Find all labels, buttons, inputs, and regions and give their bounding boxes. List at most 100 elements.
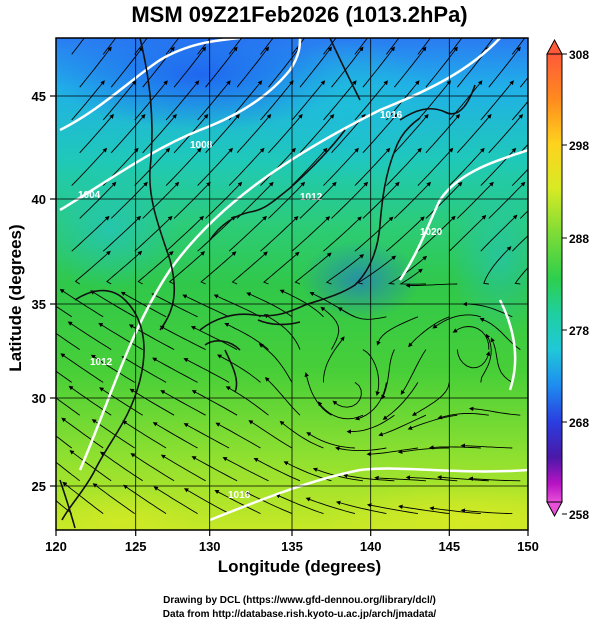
streamline [411, 382, 450, 416]
streamline [519, 76, 528, 88]
streamline [56, 435, 72, 449]
contour-label: 1012 [300, 192, 323, 203]
streamline [173, 181, 211, 219]
streamline [236, 46, 270, 88]
streamline [92, 483, 135, 514]
streamline [56, 397, 80, 416]
streamline [456, 113, 492, 154]
streamline [56, 500, 72, 514]
streamline [417, 215, 456, 252]
wind-streamlines [56, 38, 528, 515]
streamline [197, 147, 234, 186]
streamline [335, 446, 387, 452]
streamline [61, 417, 104, 449]
colorbar-tick-label: 308 [569, 48, 589, 62]
streamline [165, 38, 180, 55]
streamline [56, 461, 80, 482]
streamline [304, 372, 332, 416]
streamline [56, 332, 80, 350]
streamline [69, 450, 112, 482]
streamline [165, 80, 200, 121]
streamline [468, 476, 521, 482]
streamline [299, 46, 332, 88]
streamline [130, 453, 175, 482]
streamline [62, 481, 104, 514]
streamline [268, 181, 306, 219]
streamline [228, 38, 243, 55]
streamline [183, 488, 230, 514]
streamline [168, 251, 206, 285]
streamline [183, 358, 230, 383]
streamline [122, 420, 167, 449]
streamline [191, 456, 238, 482]
streamline [205, 46, 238, 88]
streamline [511, 168, 528, 186]
streamline [152, 357, 198, 383]
streamline [79, 46, 112, 88]
x-tick-label: 150 [517, 539, 539, 554]
streamline [305, 497, 356, 515]
streamline [448, 147, 485, 186]
temperature-field: 1004 1008 1012 1016 1020 1016 1012 [56, 38, 528, 530]
y-tick-label: 25 [32, 479, 46, 494]
coastlines [59, 38, 476, 529]
streamline [215, 422, 261, 449]
streamline [106, 250, 143, 285]
colorbar-tick-label: 258 [569, 508, 589, 522]
streamline [425, 46, 458, 88]
streamline [366, 503, 418, 515]
streamline [399, 268, 426, 285]
streamline [121, 356, 167, 383]
streamline [71, 215, 110, 252]
streamline [382, 382, 419, 420]
credit-line-1: Drawing by DCL (https://www.gfd-dennou.o… [163, 595, 436, 606]
streamline [165, 147, 202, 186]
streamline [79, 113, 114, 154]
streamline [343, 473, 395, 482]
streamline [320, 306, 340, 350]
streamline [91, 419, 135, 449]
streamline [190, 326, 238, 350]
streamline [268, 46, 301, 88]
streamline [490, 337, 513, 383]
streamline [417, 38, 431, 55]
streamline [120, 291, 167, 318]
streamline [279, 289, 324, 318]
streamline [488, 113, 524, 154]
streamline [429, 445, 481, 450]
streamline [129, 388, 175, 416]
streamline [488, 181, 526, 219]
streamline [160, 454, 206, 482]
streamline [151, 293, 198, 318]
y-tick-label: 40 [32, 192, 46, 207]
contour-label: 1012 [90, 357, 113, 368]
page-title: MSM 09Z21Feb2026 (1013.2hPa) [131, 2, 468, 27]
x-tick-label: 120 [45, 539, 67, 554]
streamline [519, 143, 528, 154]
streamline [331, 181, 369, 219]
streamline [200, 251, 237, 285]
streamline [90, 354, 135, 383]
streamline [205, 113, 240, 154]
streamline [142, 181, 180, 219]
streamline [362, 46, 396, 88]
streamline [102, 215, 142, 252]
colorbar-tick-label: 288 [569, 232, 589, 246]
y-tick-label: 45 [32, 89, 46, 104]
streamline [323, 38, 337, 55]
streamline [110, 113, 146, 154]
streamline [56, 305, 72, 318]
streamline [429, 506, 481, 515]
streamline [398, 504, 450, 515]
streamline [165, 215, 204, 252]
streamline [197, 38, 211, 55]
streamline [511, 38, 526, 55]
streamline [386, 216, 425, 252]
streamline [362, 113, 398, 154]
streamline [346, 414, 395, 434]
colorbar: 308 298 288 278 268 258 [546, 38, 589, 522]
streamline [71, 147, 108, 186]
lat-lon-grid [56, 38, 528, 530]
streamline [480, 38, 494, 55]
streamline [152, 422, 198, 449]
